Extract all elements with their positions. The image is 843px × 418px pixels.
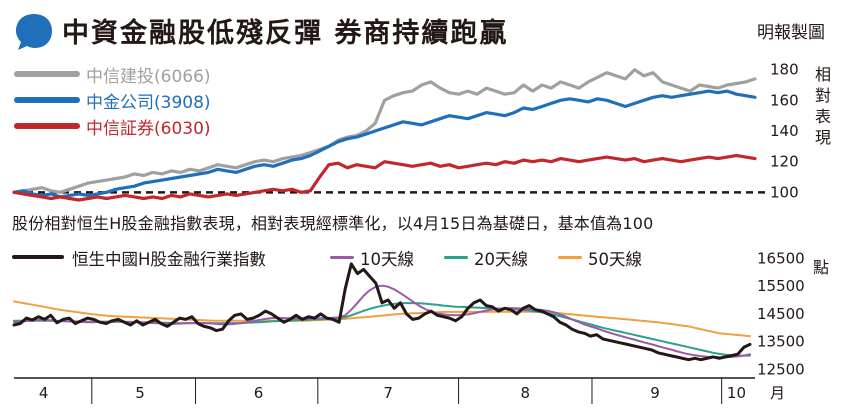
legend-label-index: 恒生中國H股金融行業指數 xyxy=(72,250,266,269)
bottom-y-tick-label-14500: 14500 xyxy=(757,305,805,323)
legend-item-cicc: 中金公司(3908) xyxy=(14,88,254,114)
legend-item-ma50: 50天線 xyxy=(558,246,678,270)
x-tick-label-month-6: 6 xyxy=(254,384,264,402)
legend-item-index: 恒生中國H股金融行業指數 xyxy=(12,246,312,270)
bottom-y-tick-label-12500: 12500 xyxy=(757,360,805,378)
legend-swatch-ma50 xyxy=(558,256,582,259)
legend-item-csc: 中信証券(6030) xyxy=(14,114,254,140)
bottom-series-line-ma50 xyxy=(13,300,751,338)
legend-swatch-csc xyxy=(14,123,80,129)
x-axis-unit-label: 月 xyxy=(770,384,785,402)
page-title: 中資金融股低殘反彈 券商持續跑贏 xyxy=(62,18,509,49)
top-series-line-csc xyxy=(12,153,757,202)
legend-name-citic: 中信建投 xyxy=(86,67,154,87)
y-axis-label-points: 點 xyxy=(813,258,830,277)
x-tick-label-month-7: 7 xyxy=(383,384,393,402)
legend-item-ma10: 10天線 xyxy=(330,246,450,270)
bottom-y-tick-label-15500: 15500 xyxy=(757,277,805,295)
legend-code-citic: (6066) xyxy=(154,67,211,87)
bottom-series-line-index xyxy=(12,262,752,362)
top-y-tick-label-120: 120 xyxy=(770,153,799,171)
legend-item-citic: 中信建投(6066) xyxy=(14,62,254,88)
legend-label-citic: 中信建投(6066) xyxy=(86,62,211,87)
legend-swatch-ma10 xyxy=(330,256,354,259)
legend-item-ma20: 20天線 xyxy=(444,246,564,270)
top-series-line-citic xyxy=(12,68,757,194)
legend-swatch-cicc xyxy=(14,97,80,103)
chart-note: 股份相對恒生H股金融指數表現，相對表現經標準化，以4月15日為基礎日，基本值為1… xyxy=(12,214,654,233)
legend-label-csc: 中信証券(6030) xyxy=(86,114,211,139)
legend-swatch-ma20 xyxy=(444,256,468,259)
legend-swatch-index xyxy=(12,255,64,259)
x-tick-label-month-8: 8 xyxy=(521,384,531,402)
y-axis-label-relative: 相對表現 xyxy=(814,65,831,147)
legend-name-csc: 中信証券 xyxy=(86,119,154,139)
x-tick-label-month-4: 4 xyxy=(39,384,49,402)
top-series-line-cicc xyxy=(12,89,757,199)
legend-code-cicc: (3908) xyxy=(154,93,211,113)
legend-label-cicc: 中金公司(3908) xyxy=(86,88,211,113)
bottom-y-tick-label-13500: 13500 xyxy=(757,333,805,351)
legend-bottom: 恒生中國H股金融行業指數 10天線 20天線 50天線 xyxy=(12,246,672,272)
top-y-tick-label-180: 180 xyxy=(770,61,799,79)
legend-top: 中信建投(6066) 中金公司(3908) 中信証券(6030) xyxy=(14,62,254,140)
legend-label-ma50: 50天線 xyxy=(588,250,642,269)
x-tick-label-month-10: 10 xyxy=(727,384,746,402)
top-y-tick-label-160: 160 xyxy=(770,91,799,109)
speech-bubble-logo-icon xyxy=(16,14,52,50)
credit-label: 明報製圖 xyxy=(757,23,825,43)
legend-label-ma20: 20天線 xyxy=(474,250,528,269)
x-tick-label-month-5: 5 xyxy=(135,384,145,402)
legend-name-cicc: 中金公司 xyxy=(86,93,154,113)
legend-label-ma10: 10天線 xyxy=(360,250,414,269)
legend-swatch-citic xyxy=(14,71,80,77)
top-y-tick-label-140: 140 xyxy=(770,122,799,140)
bottom-y-tick-label-16500: 16500 xyxy=(757,249,805,267)
top-y-tick-label-100: 100 xyxy=(770,183,799,201)
x-tick-label-month-9: 9 xyxy=(650,384,660,402)
legend-code-csc: (6030) xyxy=(154,119,211,139)
